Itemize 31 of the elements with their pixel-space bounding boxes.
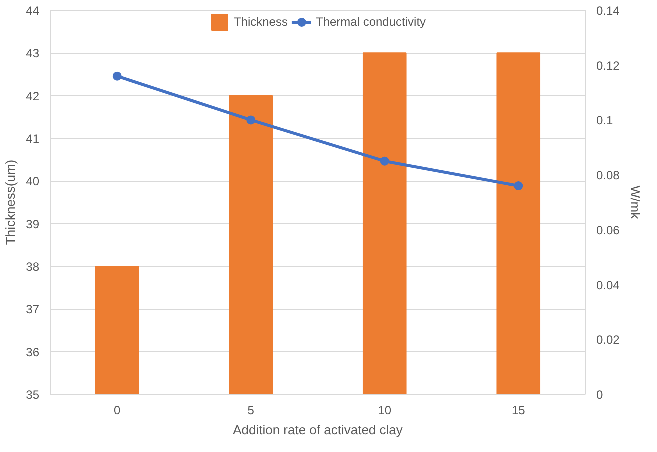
- point: [514, 182, 524, 191]
- x-tick-label: 5: [248, 404, 255, 418]
- point: [112, 72, 122, 81]
- y2-tick-label: 0: [596, 388, 604, 402]
- y-tick-label: 36: [26, 345, 40, 360]
- y-tick-label: 35: [26, 388, 40, 402]
- y2-tick-label: 0.04: [596, 278, 620, 292]
- point: [380, 156, 390, 166]
- x-tick-label: 10: [378, 404, 392, 418]
- x-axis-title: Addition rate of activated clay: [233, 422, 404, 438]
- y-tick-label: 40: [26, 174, 40, 189]
- y2-tick-label: 0.12: [596, 58, 620, 73]
- x-tick-label: 0: [114, 404, 122, 418]
- y-tick-label: 43: [26, 46, 40, 61]
- point: [246, 116, 256, 125]
- y2-tick-label: 0.1: [596, 114, 614, 128]
- y-tick-label: 39: [26, 217, 40, 232]
- y-tick-label: 37: [26, 302, 40, 317]
- y-tick-label: 38: [26, 260, 40, 274]
- y2-axis-title: W/mk: [628, 186, 643, 220]
- y-axis-title: Thickness(um): [3, 160, 18, 246]
- x-tick-label: 15: [512, 404, 526, 418]
- y2-tick-label: 0.14: [596, 4, 620, 18]
- y-tick-label: 42: [26, 89, 40, 104]
- legend-label: Thermal conductivity: [316, 15, 426, 29]
- legend-label: Thickness: [234, 15, 288, 29]
- y-tick-label: 44: [26, 4, 40, 18]
- y-tick-label: 41: [26, 132, 40, 146]
- y2-tick-label: 0.08: [596, 168, 620, 183]
- y2-tick-label: 0.06: [596, 223, 620, 238]
- y2-tick-label: 0.02: [596, 333, 620, 348]
